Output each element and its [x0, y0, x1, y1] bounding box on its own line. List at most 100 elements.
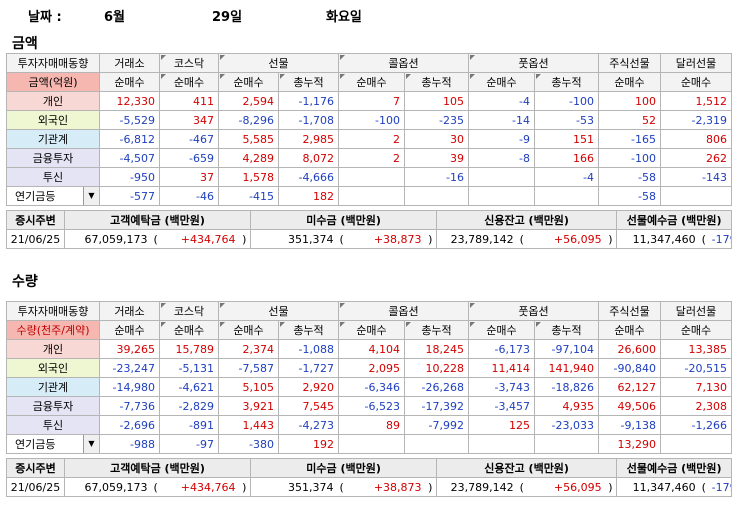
value-cell: 5,105: [218, 377, 279, 397]
header-group-2[interactable]: 선물: [218, 301, 339, 321]
header-sub-5[interactable]: 총누적: [404, 72, 469, 92]
value-cell: -14: [468, 110, 535, 130]
header-group-6[interactable]: 달러선물: [660, 301, 732, 321]
header-sub-5[interactable]: 총누적: [404, 320, 469, 340]
header-group-5[interactable]: 주식선물: [598, 53, 661, 73]
header-group-3[interactable]: 콜옵션: [338, 301, 469, 321]
value-cell: -8: [468, 148, 535, 168]
value-cell: 2: [338, 148, 405, 168]
value-cell: -97: [159, 434, 219, 454]
header-sub-3[interactable]: 총누적: [278, 72, 339, 92]
header-sub-4[interactable]: 순매수: [338, 72, 405, 92]
value-cell: -4,666: [278, 167, 339, 187]
header-sub-1[interactable]: 순매수: [159, 72, 219, 92]
date-weekday: 화요일: [326, 10, 362, 25]
unpaid-change: +38,873: [346, 229, 425, 249]
header-group-5[interactable]: 주식선물: [598, 301, 661, 321]
investor-label: 기관계: [6, 129, 100, 149]
fund-header-0: 증시주변: [6, 458, 65, 478]
paren-open: (: [516, 477, 527, 497]
value-cell: -17,392: [404, 396, 469, 416]
value-cell: -97,104: [534, 339, 599, 359]
date-month: 6월: [104, 10, 126, 25]
investor-label: 외국인: [6, 110, 100, 130]
paren-open: (: [698, 477, 709, 497]
value-cell: -950: [99, 167, 160, 187]
deposit-change: +434,764: [160, 477, 239, 497]
header-sub-7[interactable]: 총누적: [534, 72, 599, 92]
header-sub-6[interactable]: 순매수: [468, 72, 535, 92]
value-cell: 806: [660, 129, 732, 149]
header-sub-0[interactable]: 순매수: [99, 320, 160, 340]
header-sub-3[interactable]: 총누적: [278, 320, 339, 340]
investor-label: 투신: [6, 167, 100, 187]
value-cell: -3,457: [468, 396, 535, 416]
value-cell: 37: [159, 167, 219, 187]
header-sub-6[interactable]: 순매수: [468, 320, 535, 340]
header-group-0[interactable]: 거래소: [99, 53, 160, 73]
header-sub-1[interactable]: 순매수: [159, 320, 219, 340]
value-cell: 2,985: [278, 129, 339, 149]
paren-close: ): [238, 229, 252, 249]
header-sub-8[interactable]: 순매수: [598, 320, 661, 340]
value-cell: -1,088: [278, 339, 339, 359]
header-group-6[interactable]: 달러선물: [660, 53, 732, 73]
fund-header-0: 증시주변: [6, 210, 65, 230]
unpaid-value: 351,374: [250, 477, 337, 497]
header-group-1[interactable]: 코스닥: [159, 301, 219, 321]
table-row: 외국인 -23,247 -5,131 -7,587 -1,727 2,095 10,228 1…: [6, 358, 732, 378]
investor-label: 개인: [6, 339, 100, 359]
value-cell: -1,266: [660, 415, 732, 435]
header-sub-9[interactable]: 순매수: [660, 320, 732, 340]
header-group-3[interactable]: 콜옵션: [338, 53, 469, 73]
header-group-4[interactable]: 풋옵션: [468, 53, 599, 73]
header-sub-2[interactable]: 순매수: [218, 320, 279, 340]
paren-close: ): [238, 477, 252, 497]
value-cell: -53: [534, 110, 599, 130]
value-cell: -100: [534, 91, 599, 111]
header-sub-2[interactable]: 순매수: [218, 72, 279, 92]
value-cell: -8,296: [218, 110, 279, 130]
header-sub-8[interactable]: 순매수: [598, 72, 661, 92]
header-sub-9[interactable]: 순매수: [660, 72, 732, 92]
value-cell: [534, 434, 599, 454]
credit-change: +56,095: [526, 229, 605, 249]
value-cell: 2,095: [338, 358, 405, 378]
header-sub-0[interactable]: 순매수: [99, 72, 160, 92]
header-group-2[interactable]: 선물: [218, 53, 339, 73]
header-group-4[interactable]: 풋옵션: [468, 301, 599, 321]
fund-header-4: 선물예수금 (백만원): [616, 210, 733, 230]
header-group-0[interactable]: 거래소: [99, 301, 160, 321]
triangle-down-icon[interactable]: ▼: [83, 435, 99, 453]
header-group-1[interactable]: 코스닥: [159, 53, 219, 73]
unit-selector[interactable]: 수량(천주/계약): [6, 320, 100, 340]
value-cell: 125: [468, 415, 535, 435]
fund-header-1: 고객예탁금 (백만원): [63, 210, 252, 230]
value-cell: 11,414: [468, 358, 535, 378]
value-cell: 13,385: [660, 339, 732, 359]
value-cell: 15,789: [159, 339, 219, 359]
fund-header-3: 신용잔고 (백만원): [436, 210, 618, 230]
value-cell: 1,512: [660, 91, 732, 111]
date-day: 29일: [212, 10, 243, 25]
value-cell: 12,330: [99, 91, 160, 111]
value-cell: -58: [598, 167, 661, 187]
value-cell: -5,529: [99, 110, 160, 130]
value-cell: -659: [159, 148, 219, 168]
paren-open: (: [336, 229, 347, 249]
unit-selector[interactable]: 금액(억원): [6, 72, 100, 92]
investor-dropdown[interactable]: 연기금등 ▼: [6, 434, 100, 454]
table-row: 기관계 -6,812 -467 5,585 2,985 2 30 -9 151 -165 806: [6, 129, 732, 149]
value-cell: -16: [404, 167, 469, 187]
value-cell: 100: [598, 91, 661, 111]
value-cell: -6,523: [338, 396, 405, 416]
header-sub-7[interactable]: 총누적: [534, 320, 599, 340]
value-cell: 5,585: [218, 129, 279, 149]
amount-market-funds-table: 증시주변 고객예탁금 (백만원) 미수금 (백만원) 신용잔고 (백만원) 선물예수금 …: [6, 210, 733, 249]
value-cell: -26,268: [404, 377, 469, 397]
header-sub-4[interactable]: 순매수: [338, 320, 405, 340]
value-cell: -1,176: [278, 91, 339, 111]
table-row: 금융투자 -4,507 -659 4,289 8,072 2 39 -8 166 -100 262: [6, 148, 732, 168]
investor-dropdown[interactable]: 연기금등 ▼: [6, 186, 100, 206]
triangle-down-icon[interactable]: ▼: [83, 187, 99, 205]
